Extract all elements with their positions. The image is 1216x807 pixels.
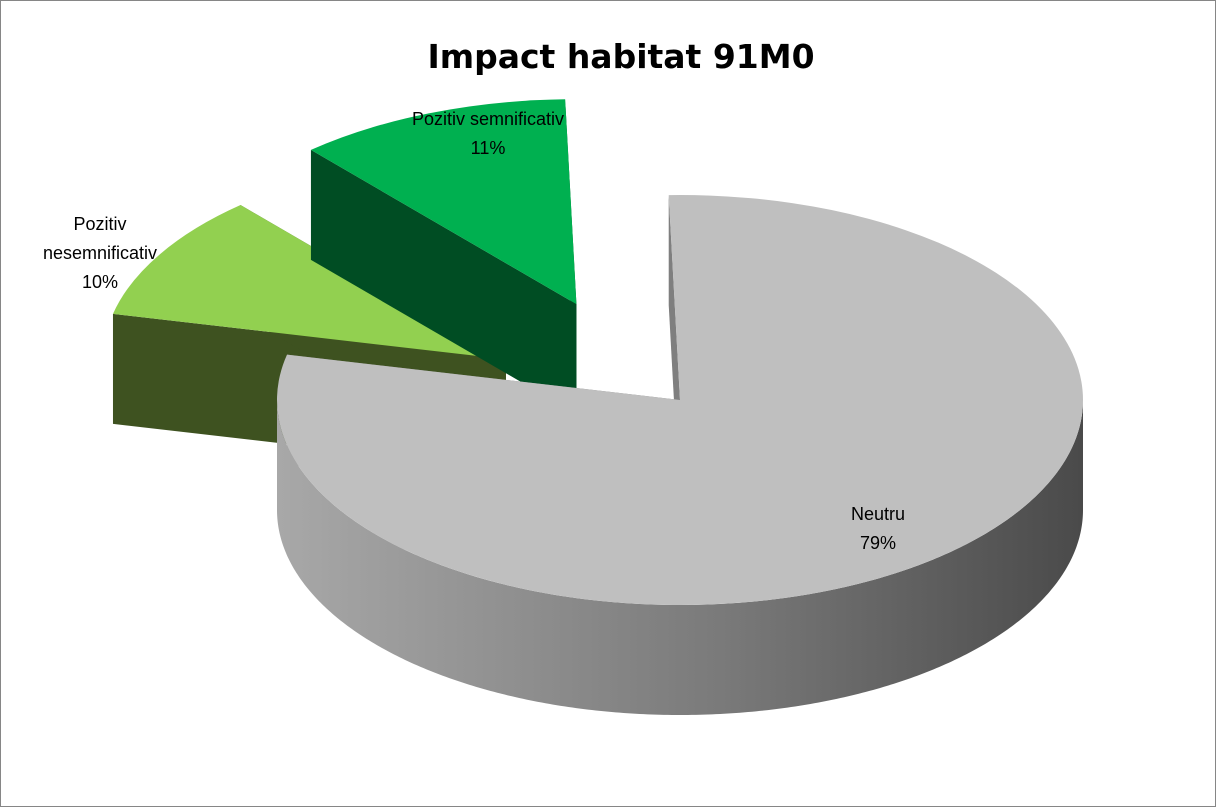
data-label-pozitiv-semnificativ: Pozitiv semnificativ 11% <box>412 109 564 158</box>
data-label-neutru: Neutru 79% <box>851 504 905 553</box>
chart-title: Impact habitat 91M0 <box>427 37 815 76</box>
data-label-line: 11% <box>471 138 506 158</box>
data-label-line: nesemnificativ <box>43 243 157 263</box>
data-label-line: Pozitiv <box>73 214 126 234</box>
slice-top <box>310 99 577 305</box>
data-label-line: 79% <box>860 533 896 553</box>
slice-rim <box>277 400 1083 715</box>
slice-wall <box>310 149 577 415</box>
data-label-line: Neutru <box>851 504 905 524</box>
data-label-pozitiv-nesemnificativ: Pozitiv nesemnificativ 10% <box>43 214 157 292</box>
data-label-line: Pozitiv semnificativ <box>412 109 564 129</box>
pie-slice-pozitiv-semnificativ <box>310 99 577 415</box>
pie-slice-neutru <box>277 195 1083 715</box>
slice-top <box>277 195 1083 605</box>
data-label-line: 10% <box>82 272 118 292</box>
slice-top <box>112 205 506 360</box>
